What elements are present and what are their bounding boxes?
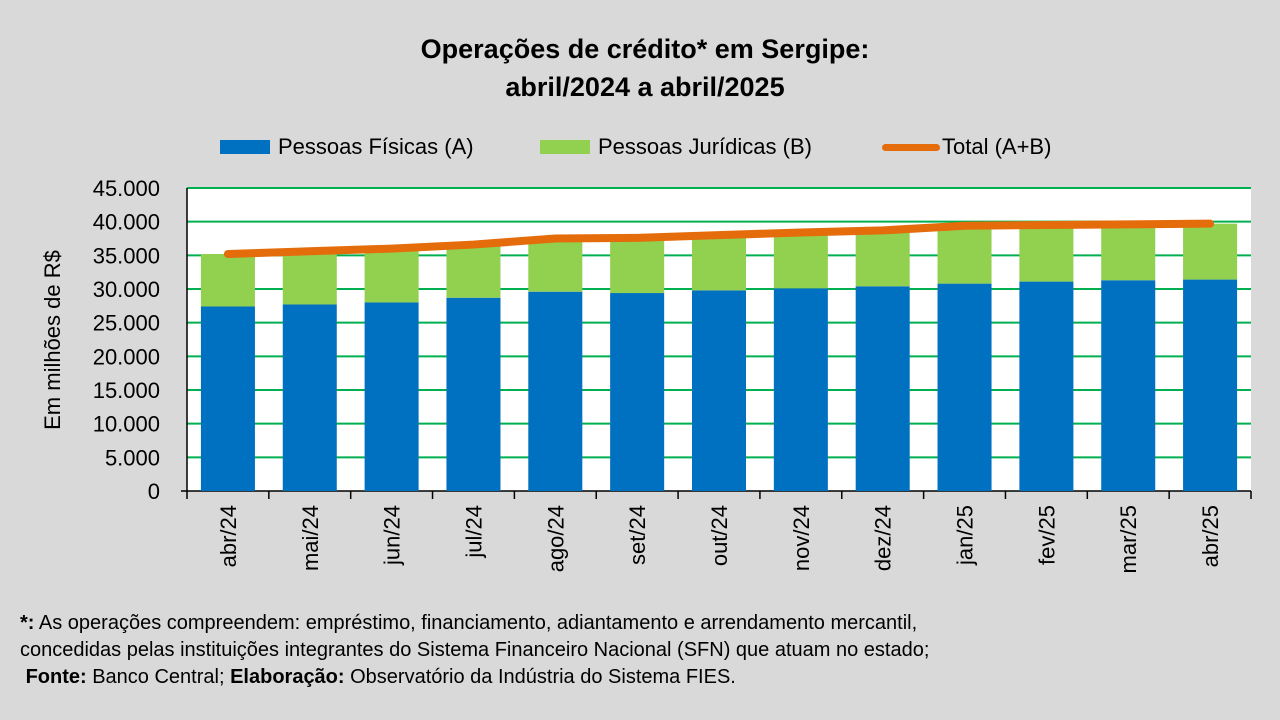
x-tick-label: jul/24	[461, 505, 486, 559]
x-tick-label: dez/24	[871, 505, 896, 571]
chart-title: Operações de crédito* em Sergipe: abril/…	[0, 30, 1280, 106]
x-tick-label: abr/24	[216, 505, 241, 567]
bar-pessoas-juridicas	[691, 235, 747, 291]
y-axis-title: Em milhões de R$	[40, 250, 65, 430]
x-tick-label: nov/24	[789, 505, 814, 571]
bar-pessoas-fisicas	[855, 286, 910, 491]
legend-item-pf: Pessoas Físicas (A)	[220, 132, 474, 162]
x-tick-label: jan/25	[953, 505, 978, 566]
legend-label-total: Total (A+B)	[942, 134, 1052, 159]
x-tick-label: ago/24	[543, 505, 568, 572]
bar-pessoas-juridicas	[1019, 225, 1074, 282]
y-tick-label: 0	[148, 479, 160, 504]
y-tick-label: 25.000	[93, 311, 160, 336]
y-tick-label: 35.000	[93, 243, 160, 268]
footnote: *: As operações compreendem: empréstimo,…	[20, 610, 929, 691]
bar-pessoas-fisicas	[1019, 281, 1074, 491]
chart-title-line1: Operações de crédito* em Sergipe:	[420, 34, 870, 64]
bar-pessoas-fisicas	[773, 288, 828, 491]
footnote-line2: concedidas pelas instituições integrante…	[20, 639, 930, 661]
y-tick-label: 10.000	[93, 412, 160, 437]
x-tick-label: mai/24	[298, 505, 323, 571]
footnote-line1-text: As operações compreendem: empréstimo, fi…	[34, 612, 918, 634]
x-tick-label: fev/25	[1034, 505, 1059, 565]
bar-pessoas-fisicas	[691, 290, 747, 491]
legend-label-pj: Pessoas Jurídicas (B)	[598, 134, 812, 159]
source-text: Banco Central;	[86, 666, 231, 688]
y-tick-label: 30.000	[93, 277, 160, 302]
bar-pessoas-juridicas	[855, 230, 910, 287]
chart-title-line2: abril/2024 a abril/2025	[505, 72, 785, 102]
y-tick-label: 20.000	[93, 344, 160, 369]
source-label: Fonte:	[25, 666, 87, 688]
footnote-line1: *: As operações compreendem: empréstimo,…	[20, 610, 929, 637]
bar-pessoas-juridicas	[773, 232, 828, 289]
line-total	[223, 219, 1215, 258]
x-tick-label: set/24	[625, 505, 650, 565]
elab-label: Elaboração:	[230, 666, 345, 688]
y-tick-label: 5.000	[105, 445, 160, 470]
y-tick-label: 15.000	[93, 378, 160, 403]
bar-pessoas-fisicas	[282, 304, 337, 491]
bar-pessoas-fisicas	[200, 306, 255, 491]
legend-item-pj: Pessoas Jurídicas (B)	[540, 132, 812, 162]
legend-item-total: Total (A+B)	[882, 132, 1051, 162]
bar-pessoas-juridicas	[1101, 224, 1156, 281]
x-tick-label: mar/25	[1116, 505, 1141, 573]
bar-pessoas-juridicas	[364, 248, 419, 303]
bar-pessoas-fisicas	[1101, 280, 1156, 491]
bar-pessoas-juridicas	[528, 238, 583, 292]
elab-text: Observatório da Indústria do Sistema FIE…	[344, 666, 736, 688]
legend-swatch-pf	[220, 140, 270, 154]
bar-pessoas-fisicas	[937, 283, 992, 491]
bar-pessoas-juridicas	[1183, 223, 1238, 280]
bar-pessoas-juridicas	[282, 251, 337, 305]
bar-pessoas-juridicas	[937, 225, 992, 284]
stacked-bar-chart: 0 5.000 10.000 15.000 20.000 25.000 30.000 35.0…	[40, 176, 1252, 573]
chart-legend: Pessoas Físicas (A) Pessoas Jurídicas (B…	[0, 132, 1280, 162]
bar-pessoas-fisicas	[610, 293, 665, 491]
footnote-marker: *:	[20, 612, 35, 634]
bar-pessoas-fisicas	[446, 297, 501, 491]
x-tick-label: jun/24	[380, 505, 405, 566]
bar-pessoas-fisicas	[1183, 279, 1238, 491]
x-tick-label: out/24	[707, 505, 732, 566]
legend-label-pf: Pessoas Físicas (A)	[278, 134, 474, 159]
bar-pessoas-juridicas	[200, 253, 255, 307]
bar-pessoas-juridicas	[610, 237, 665, 294]
y-tick-label: 40.000	[93, 210, 160, 235]
bar-pessoas-juridicas	[446, 244, 501, 298]
bar-pessoas-fisicas	[364, 302, 419, 491]
legend-swatch-pj	[540, 140, 590, 154]
bar-pessoas-fisicas	[528, 291, 583, 491]
x-tick-label: abr/25	[1198, 505, 1223, 567]
y-tick-label: 45.000	[93, 176, 160, 201]
footnote-source-line: Fonte: Banco Central; Elaboração: Observ…	[20, 664, 929, 691]
legend-swatch-total	[882, 143, 940, 151]
